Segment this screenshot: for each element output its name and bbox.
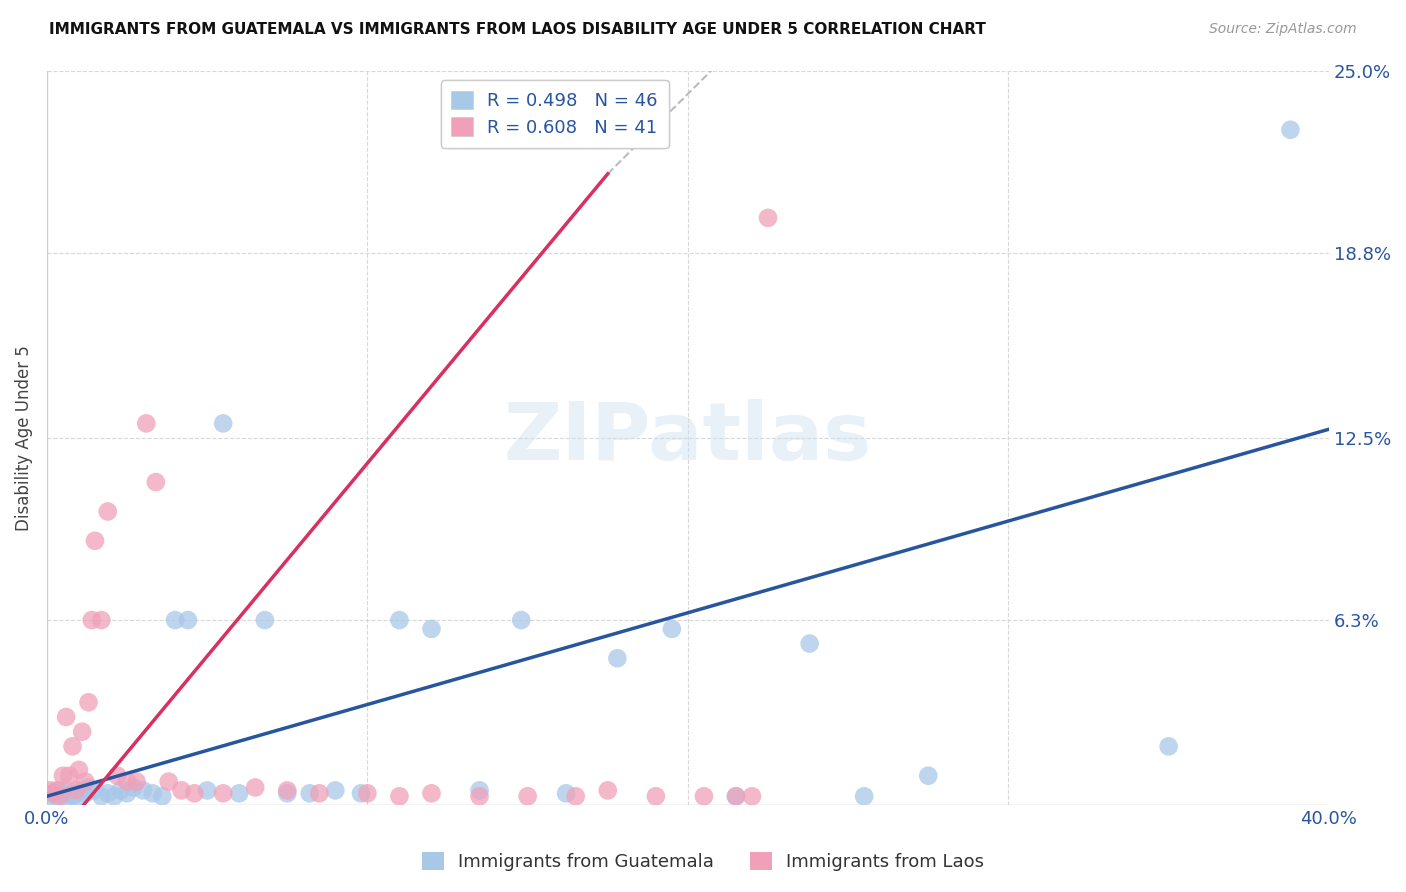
Point <box>799 637 821 651</box>
Point <box>276 783 298 797</box>
Point <box>170 783 193 797</box>
Point <box>724 789 747 804</box>
Point <box>103 789 125 804</box>
Point <box>245 780 267 795</box>
Point <box>325 783 347 797</box>
Point <box>84 783 107 797</box>
Point <box>756 211 779 225</box>
Point <box>157 774 180 789</box>
Point <box>253 613 276 627</box>
Point <box>183 786 205 800</box>
Point <box>90 613 112 627</box>
Text: ZIPatlas: ZIPatlas <box>503 399 872 477</box>
Point <box>39 783 62 797</box>
Point <box>90 789 112 804</box>
Point <box>39 789 62 804</box>
Point <box>48 783 70 797</box>
Point <box>596 783 619 797</box>
Point <box>212 786 235 800</box>
Point <box>420 786 443 800</box>
Point <box>75 786 97 800</box>
Point <box>1157 739 1180 754</box>
Point <box>125 774 148 789</box>
Point <box>388 613 411 627</box>
Legend: R = 0.498   N = 46, R = 0.608   N = 41: R = 0.498 N = 46, R = 0.608 N = 41 <box>440 80 669 148</box>
Point <box>516 789 538 804</box>
Point <box>388 789 411 804</box>
Point <box>276 786 298 800</box>
Y-axis label: Disability Age Under 5: Disability Age Under 5 <box>15 345 32 531</box>
Point <box>724 789 747 804</box>
Point <box>55 710 77 724</box>
Point <box>67 789 90 804</box>
Point <box>195 783 218 797</box>
Point <box>77 695 100 709</box>
Point <box>42 786 65 800</box>
Point <box>70 724 93 739</box>
Point <box>356 786 378 800</box>
Point <box>105 769 128 783</box>
Text: IMMIGRANTS FROM GUATEMALA VS IMMIGRANTS FROM LAOS DISABILITY AGE UNDER 5 CORRELA: IMMIGRANTS FROM GUATEMALA VS IMMIGRANTS … <box>49 22 986 37</box>
Point <box>55 792 77 806</box>
Point <box>52 769 75 783</box>
Point <box>115 786 138 800</box>
Point <box>135 417 157 431</box>
Legend: Immigrants from Guatemala, Immigrants from Laos: Immigrants from Guatemala, Immigrants fr… <box>415 845 991 879</box>
Point <box>58 769 80 783</box>
Point <box>693 789 716 804</box>
Point <box>1279 122 1302 136</box>
Point <box>228 786 250 800</box>
Point <box>48 789 70 804</box>
Point <box>65 783 87 797</box>
Point <box>644 789 666 804</box>
Point <box>132 783 155 797</box>
Point <box>468 789 491 804</box>
Point <box>97 786 120 800</box>
Point <box>212 417 235 431</box>
Point <box>52 786 75 800</box>
Point <box>298 786 321 800</box>
Point <box>606 651 628 665</box>
Point <box>564 789 586 804</box>
Point <box>45 789 67 804</box>
Point <box>97 504 120 518</box>
Point <box>122 780 145 795</box>
Point <box>150 789 173 804</box>
Point <box>84 533 107 548</box>
Point <box>177 613 200 627</box>
Point <box>350 786 373 800</box>
Point <box>65 786 87 800</box>
Point <box>75 774 97 789</box>
Point <box>110 783 132 797</box>
Point <box>917 769 939 783</box>
Point <box>115 774 138 789</box>
Point <box>853 789 876 804</box>
Point <box>67 763 90 777</box>
Point <box>145 475 167 489</box>
Point <box>661 622 683 636</box>
Point <box>45 783 67 797</box>
Point <box>77 780 100 795</box>
Point <box>555 786 578 800</box>
Point <box>165 613 187 627</box>
Point <box>142 786 165 800</box>
Point <box>468 783 491 797</box>
Text: Source: ZipAtlas.com: Source: ZipAtlas.com <box>1209 22 1357 37</box>
Point <box>58 786 80 800</box>
Point <box>420 622 443 636</box>
Point <box>80 613 103 627</box>
Point <box>62 789 84 804</box>
Point <box>42 786 65 800</box>
Point <box>70 783 93 797</box>
Point <box>510 613 533 627</box>
Point <box>308 786 330 800</box>
Point <box>62 739 84 754</box>
Point <box>741 789 763 804</box>
